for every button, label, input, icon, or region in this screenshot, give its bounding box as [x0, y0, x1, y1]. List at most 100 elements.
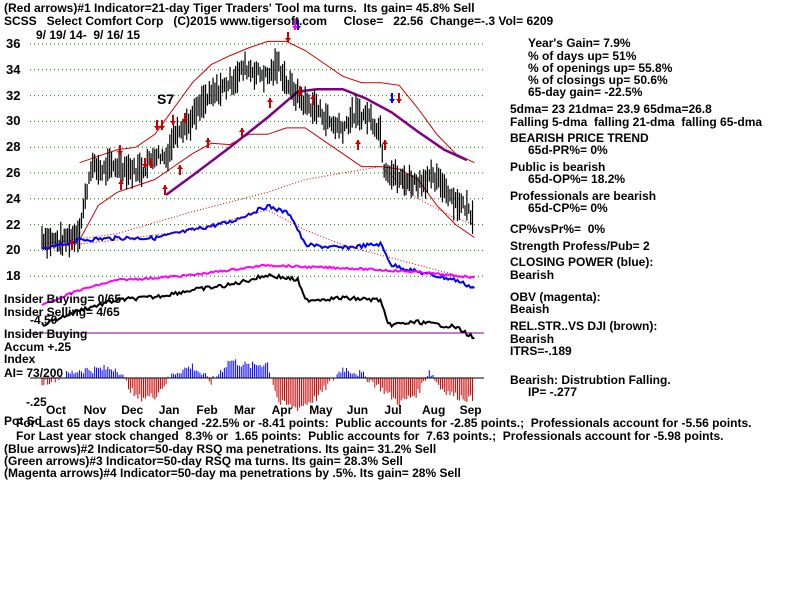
signal-arrow-head [154, 126, 160, 130]
month-label: Sep [459, 403, 482, 417]
right-panel-line: % of days up= 51% [528, 49, 637, 63]
right-panel-line: CLOSING POWER (blue): [510, 255, 654, 269]
y-tick-label: 32 [6, 87, 21, 103]
right-panel-line: IP= -.277 [528, 385, 578, 399]
ai-label: AI= 73/200 [4, 366, 64, 380]
right-panel-line: 65d-CP%= 0% [528, 201, 608, 215]
signal-arrow-head [396, 99, 402, 103]
closing-power [41, 203, 475, 289]
right-panel-line: 5dma= 23 21dma= 23.9 65dma=26.8 [510, 102, 712, 116]
right-panel-line: Falling 5-dma falling 21-dma falling 65-… [510, 115, 763, 129]
y-tick-label: 24 [6, 190, 21, 206]
right-panel-line: Bearish: Distrubtion Falling. [510, 373, 671, 387]
footer-line: For Last year stock changed 8.3% or 1.65… [16, 429, 724, 443]
right-panel-line: % of openings up= 55.8% [528, 61, 673, 75]
upper-band [79, 40, 475, 164]
insider-buying-label: Insider Buying [4, 327, 88, 341]
right-panel-line: 65-day gain= -22.5% [528, 85, 643, 99]
y-tick-label: 36 [6, 36, 21, 51]
right-panel-line: CP%vsPr%= 0% [510, 222, 606, 236]
right-panel-line: REL.STR..VS DJI (brown): [510, 319, 658, 333]
signal-arrow-head [170, 121, 176, 125]
insider-selling-value: -4.50 [30, 313, 58, 327]
month-label: Nov [83, 403, 107, 417]
relative-strength-line [41, 273, 475, 340]
footer-line: For Last 65 days stock changed -22.5% or… [16, 416, 752, 430]
signal-arrow-head [182, 119, 188, 123]
accum-minus-label: -.25 [26, 395, 47, 409]
annotation-s7: S7 [157, 91, 175, 107]
signal-arrow-head [382, 140, 388, 144]
right-panel-line: ITRS=-.189 [510, 344, 572, 358]
signal-arrow-head [69, 240, 75, 244]
rel-strength [41, 273, 475, 340]
signal-arrow-head [148, 164, 154, 168]
signal-arrow-head [239, 128, 245, 132]
header-line-1: (Red arrows)#1 Indicator=21-day Tiger Tr… [4, 1, 475, 15]
month-label: Jul [384, 403, 402, 417]
header-line-2: SCSS Select Comfort Corp (C)2015 www.tig… [4, 14, 554, 28]
right-panel-line: 65d-OP%= 18.2% [528, 172, 626, 186]
right-panel-line: OBV (magenta): [510, 290, 601, 304]
moving-average [165, 87, 468, 196]
signal-arrows [69, 20, 402, 250]
closing-power-line [41, 203, 475, 289]
right-panel-line: 65d-PR%= 0% [528, 143, 608, 157]
right-panel-line: Professionals are bearish [510, 189, 657, 203]
signal-arrow-head [297, 92, 303, 96]
footer-line: (Blue arrows)#2 Indicator=50-day RSQ ma … [4, 442, 437, 456]
right-panel-line: Bearish [510, 268, 555, 282]
signal-arrow-head [292, 26, 298, 30]
index-label: Index [4, 352, 36, 366]
month-label: Mar [234, 403, 256, 417]
right-panel-line: Year's Gain= 7.9% [528, 36, 631, 50]
month-label: Dec [121, 403, 144, 417]
signal-arrow-head [142, 164, 148, 168]
right-panel-line: Beaish [510, 302, 550, 316]
lower-band [79, 127, 475, 241]
obv [41, 263, 475, 307]
header-dates: 9/ 19/ 14- 9/ 16/ 15 [36, 28, 141, 42]
month-label: Jan [158, 403, 180, 417]
y-tick-label: 20 [6, 242, 21, 258]
month-label: May [309, 403, 333, 417]
footer-line: (Green arrows)#3 Indicator=50-day RSQ ma… [4, 454, 403, 468]
ma-65-line [165, 87, 468, 196]
right-panel-line: Public is bearish [510, 160, 606, 174]
y-tick-label: 28 [6, 139, 21, 155]
right-panel-line: Bearish [510, 332, 555, 346]
envelope-bands [41, 40, 475, 245]
month-label: Aug [422, 403, 446, 417]
month-label: Jun [346, 403, 369, 417]
insider-buying-count: Insider Buying= 0/65 [4, 292, 122, 306]
y-tick-label: 30 [6, 113, 21, 129]
y-tick-label: 26 [6, 165, 21, 180]
price-bars [41, 48, 474, 259]
signal-arrow-head [177, 165, 183, 169]
signal-arrow-head [117, 151, 123, 155]
month-label: Apr [271, 403, 293, 417]
signal-arrow-head [267, 98, 273, 102]
footer-line: (Magenta arrows)#4 Indicator=50-day ma p… [4, 466, 461, 480]
signal-arrow-head [355, 140, 361, 144]
accum-plus-label: Accum +.25 [4, 340, 72, 354]
y-tick-label: 22 [6, 216, 21, 232]
signal-arrow-head [310, 95, 316, 99]
signal-arrow-head [118, 180, 124, 184]
signal-arrow-head [159, 126, 165, 130]
obv-line [41, 263, 475, 307]
month-label: Feb [196, 403, 218, 417]
right-panel-line: Strength Profess/Pub= 2 [510, 239, 650, 253]
y-tick-label: 18 [6, 268, 21, 284]
y-tick-label: 34 [6, 61, 21, 77]
signal-arrow-head [205, 138, 211, 142]
signal-arrow-head [285, 38, 291, 42]
accumulation-index-bars [41, 359, 474, 412]
signal-arrow-head [389, 99, 395, 103]
right-panel-line: BEARISH PRICE TREND [510, 131, 649, 145]
ticker-short: Pot Sd [4, 414, 42, 428]
insider-selling-count: Insider Selling= 4/65 [4, 305, 120, 319]
signal-arrow-head [162, 185, 168, 189]
month-label: Oct [46, 403, 67, 417]
